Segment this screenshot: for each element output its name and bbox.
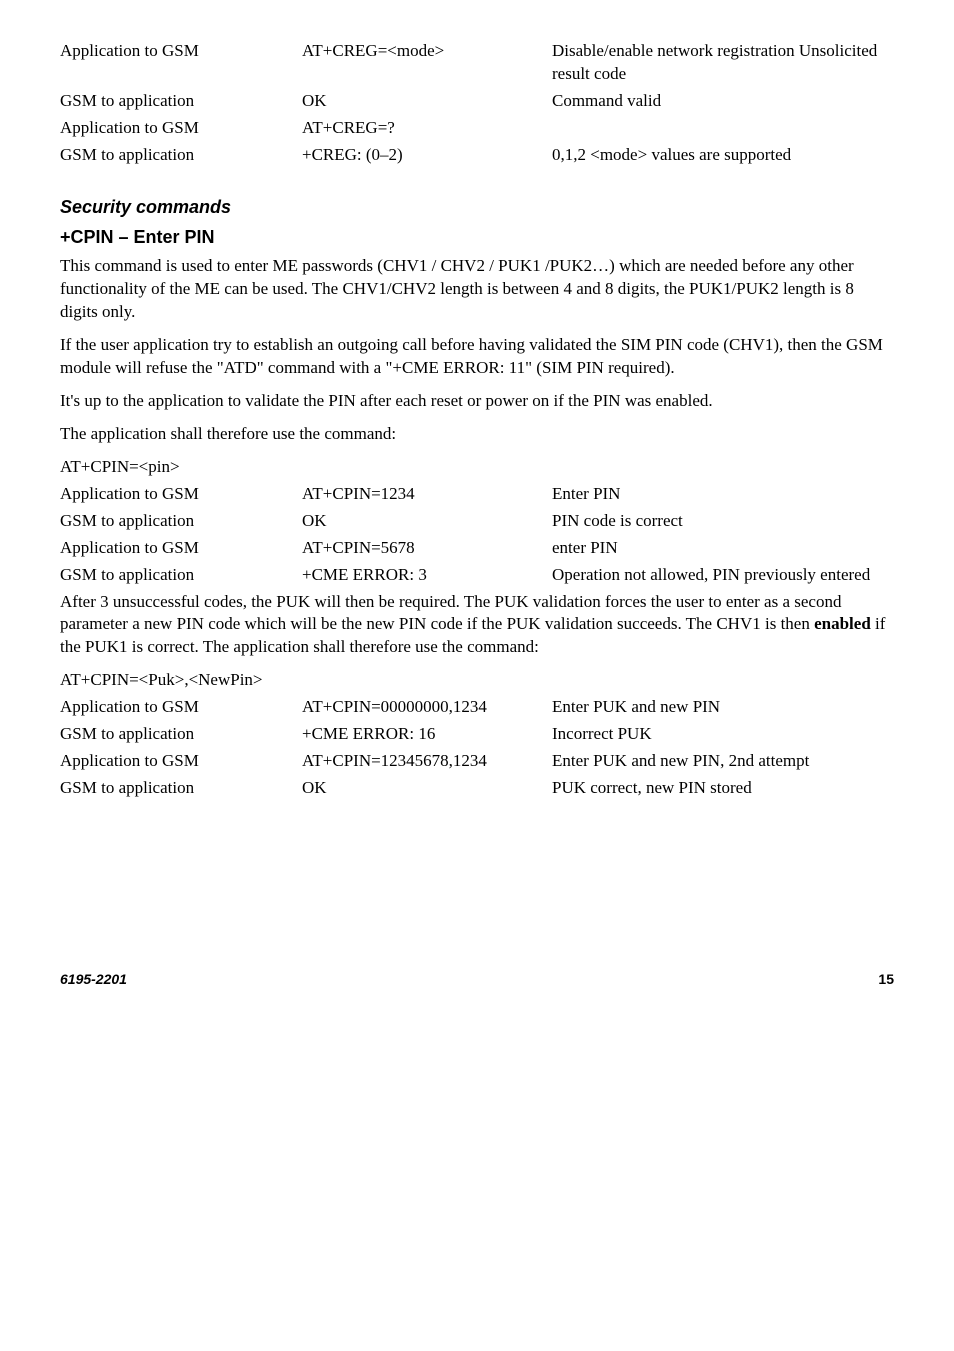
command-table-2: Application to GSM AT+CPIN=1234 Enter PI… — [60, 483, 894, 587]
footer-doc-id: 6195-2201 — [60, 970, 127, 989]
paragraph: If the user application try to establish… — [60, 334, 894, 380]
cell: PUK correct, new PIN stored — [552, 777, 894, 800]
table-row: Application to GSM AT+CREG=? — [60, 117, 894, 140]
table-row: Application to GSM AT+CPIN=5678 enter PI… — [60, 537, 894, 560]
cell: Enter PUK and new PIN, 2nd attempt — [552, 750, 894, 773]
table-row: Application to GSM AT+CREG=<mode> Disabl… — [60, 40, 894, 86]
command-syntax: AT+CPIN=<pin> — [60, 456, 894, 479]
paragraph: It's up to the application to validate t… — [60, 390, 894, 413]
cell: AT+CPIN=00000000,1234 — [302, 696, 552, 719]
cell: enter PIN — [552, 537, 894, 560]
command-table-1: Application to GSM AT+CREG=<mode> Disabl… — [60, 40, 894, 167]
cell: Application to GSM — [60, 537, 302, 560]
cell: AT+CREG=<mode> — [302, 40, 552, 86]
cell: GSM to application — [60, 723, 302, 746]
footer-page-number: 15 — [878, 970, 894, 989]
cell: +CREG: (0–2) — [302, 144, 552, 167]
cell: Application to GSM — [60, 750, 302, 773]
cell: AT+CPIN=12345678,1234 — [302, 750, 552, 773]
table-row: GSM to application +CME ERROR: 3 Operati… — [60, 564, 894, 587]
cell: GSM to application — [60, 144, 302, 167]
table-row: Application to GSM AT+CPIN=12345678,1234… — [60, 750, 894, 773]
cell: Command valid — [552, 90, 894, 113]
table-row: GSM to application +CME ERROR: 16 Incorr… — [60, 723, 894, 746]
command-syntax: AT+CPIN=<Puk>,<NewPin> — [60, 669, 894, 692]
table-row: Application to GSM AT+CPIN=1234 Enter PI… — [60, 483, 894, 506]
cell: +CME ERROR: 16 — [302, 723, 552, 746]
cell: GSM to application — [60, 777, 302, 800]
cell: Incorrect PUK — [552, 723, 894, 746]
cell: Enter PUK and new PIN — [552, 696, 894, 719]
cell: OK — [302, 510, 552, 533]
cell: OK — [302, 90, 552, 113]
cell: 0,1,2 <mode> values are supported — [552, 144, 894, 167]
cell: AT+CPIN=5678 — [302, 537, 552, 560]
cell: AT+CPIN=1234 — [302, 483, 552, 506]
table-row: GSM to application +CREG: (0–2) 0,1,2 <m… — [60, 144, 894, 167]
cell: AT+CREG=? — [302, 117, 552, 140]
cell: Application to GSM — [60, 117, 302, 140]
table-row: GSM to application OK Command valid — [60, 90, 894, 113]
cell: GSM to application — [60, 510, 302, 533]
command-table-3: Application to GSM AT+CPIN=00000000,1234… — [60, 696, 894, 800]
cell: Enter PIN — [552, 483, 894, 506]
cell: OK — [302, 777, 552, 800]
cell — [552, 117, 894, 140]
bold-text: enabled — [814, 614, 871, 633]
cell: +CME ERROR: 3 — [302, 564, 552, 587]
sub-heading-cpin: +CPIN – Enter PIN — [60, 225, 894, 249]
table-row: GSM to application OK PUK correct, new P… — [60, 777, 894, 800]
paragraph: After 3 unsuccessful codes, the PUK will… — [60, 591, 894, 660]
cell: GSM to application — [60, 90, 302, 113]
cell: GSM to application — [60, 564, 302, 587]
cell: PIN code is correct — [552, 510, 894, 533]
table-row: GSM to application OK PIN code is correc… — [60, 510, 894, 533]
cell: Application to GSM — [60, 483, 302, 506]
cell: Application to GSM — [60, 696, 302, 719]
cell: Operation not allowed, PIN previously en… — [552, 564, 894, 587]
paragraph: This command is used to enter ME passwor… — [60, 255, 894, 324]
cell: Application to GSM — [60, 40, 302, 86]
section-heading-security: Security commands — [60, 195, 894, 219]
page-footer: 6195-2201 15 — [60, 970, 894, 989]
text: After 3 unsuccessful codes, the PUK will… — [60, 592, 841, 634]
table-row: Application to GSM AT+CPIN=00000000,1234… — [60, 696, 894, 719]
paragraph: The application shall therefore use the … — [60, 423, 894, 446]
cell: Disable/enable network registration Unso… — [552, 40, 894, 86]
